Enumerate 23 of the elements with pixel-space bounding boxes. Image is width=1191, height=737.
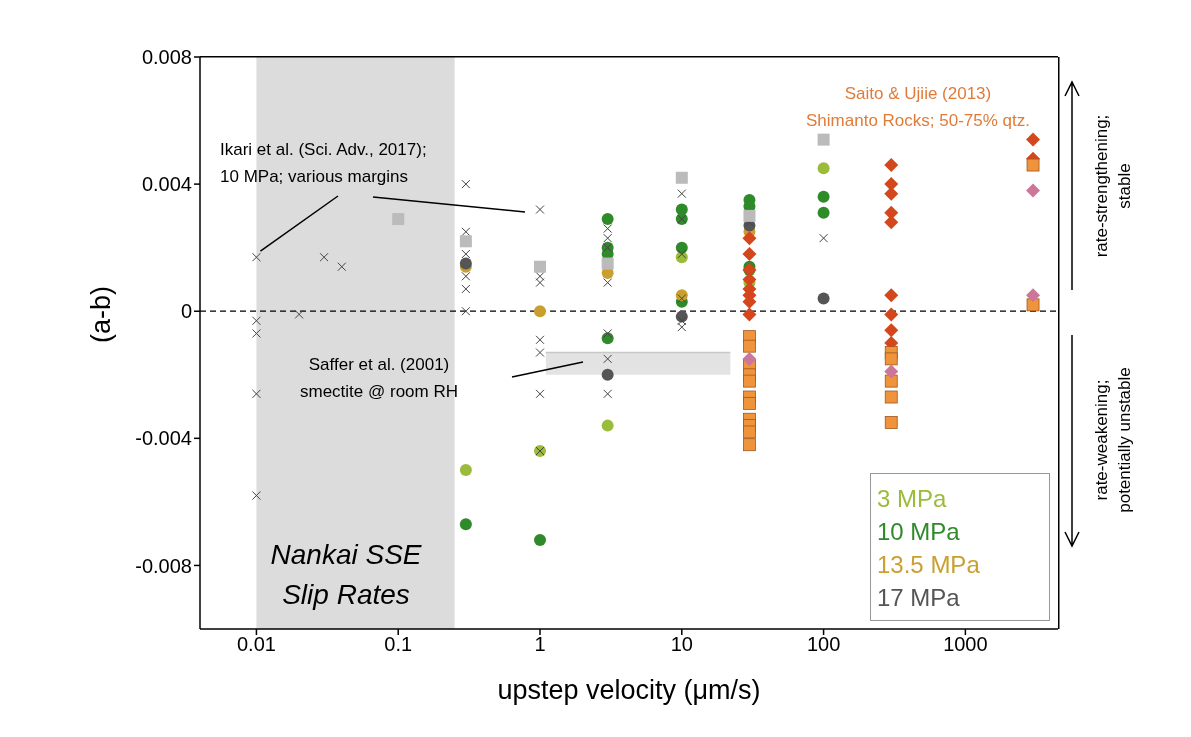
annotation: Ikari et al. (Sci. Adv., 2017); 10 MPa; various margins bbox=[220, 139, 427, 188]
x-tick-label: 10 bbox=[670, 633, 693, 656]
y-tick-label: 0.008 bbox=[141, 46, 192, 69]
text: 3 MPa bbox=[877, 484, 948, 514]
x-tick-label: 1 bbox=[534, 633, 546, 656]
annotation: Saito & Ujiie (2013) Shimanto Rocks; 50-75% qtz. bbox=[805, 83, 1031, 132]
text: rate-weakening; potentially unstable bbox=[1091, 366, 1135, 515]
x-tick-label: 1000 bbox=[943, 633, 988, 656]
y-tick-label: 0.004 bbox=[141, 173, 192, 196]
y-axis-title: (a-b) bbox=[85, 285, 116, 343]
y-tick-label: 0 bbox=[180, 300, 192, 323]
text: 10 MPa bbox=[877, 517, 961, 547]
y-tick-label: -0.004 bbox=[135, 427, 192, 450]
x-tick-label: 100 bbox=[806, 633, 841, 656]
text: 17 MPa bbox=[877, 583, 961, 613]
y-tick-label: -0.008 bbox=[135, 554, 192, 577]
annotation: Saffer et al. (2001) smectite @ room RH bbox=[300, 354, 459, 403]
x-tick-label: 0.1 bbox=[384, 633, 413, 656]
band-label: Nankai SSE Slip Rates bbox=[269, 538, 423, 612]
text: rate-strengthening; stable bbox=[1091, 113, 1135, 260]
x-tick-label: 0.01 bbox=[236, 633, 276, 656]
x-axis-title: upstep velocity (μm/s) bbox=[497, 675, 761, 705]
text: 13.5 MPa bbox=[877, 550, 981, 580]
